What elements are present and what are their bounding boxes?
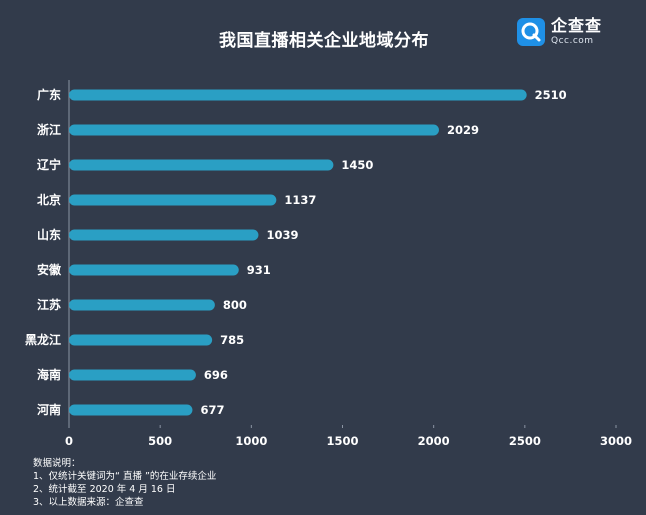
bar-6 <box>69 264 239 276</box>
category-label-4: 北京 <box>37 192 61 207</box>
logo-name-en: Qcc.com <box>551 36 594 46</box>
x-tick-label-7: 3000 <box>600 434 632 448</box>
bar-2 <box>69 124 439 136</box>
bar-9 <box>69 369 196 381</box>
category-label-3: 辽宁 <box>37 157 61 172</box>
bar-4 <box>69 194 277 206</box>
bar-1 <box>69 89 527 101</box>
bar-7 <box>69 299 215 311</box>
category-label-9: 海南 <box>37 367 61 382</box>
note-item-1: 1、仅统计关键词为“ 直播 ”的在业存续企业 <box>33 471 217 482</box>
bar-8 <box>69 334 213 346</box>
logo-text: 企查查 Qcc.com <box>551 18 602 46</box>
category-label-6: 安徽 <box>37 262 62 277</box>
value-label-7: 800 <box>223 298 247 312</box>
data-notes: 数据说明： 1、仅统计关键词为“ 直播 ”的在业存续企业 2、统计截至 2020… <box>33 457 216 509</box>
logo-name-cn: 企查查 <box>551 16 603 35</box>
bar-10 <box>69 404 193 416</box>
value-label-9: 696 <box>204 368 228 382</box>
value-label-10: 677 <box>200 403 224 417</box>
category-label-10: 河南 <box>36 402 61 417</box>
category-label-2: 浙江 <box>37 122 61 137</box>
category-label-1: 广东 <box>37 87 61 102</box>
qcc-logo-icon <box>517 18 545 46</box>
notes-heading: 数据说明： <box>33 458 81 469</box>
category-label-8: 黑龙江 <box>25 332 61 347</box>
value-label-4: 1137 <box>284 193 316 207</box>
x-tick-label-3: 1000 <box>235 434 267 448</box>
x-tick-label-2: 500 <box>148 434 172 448</box>
category-label-5: 山东 <box>37 227 61 242</box>
x-tick-label-1: 0 <box>65 434 73 448</box>
value-label-1: 2510 <box>535 88 567 102</box>
value-label-8: 785 <box>220 333 244 347</box>
x-tick-label-5: 2000 <box>418 434 450 448</box>
note-item-3: 3、以上数据来源：企查查 <box>33 497 144 508</box>
bar-3 <box>69 159 334 171</box>
value-label-2: 2029 <box>447 123 479 137</box>
x-tick-label-4: 1500 <box>326 434 358 448</box>
x-tick-label-6: 2500 <box>509 434 541 448</box>
chart-title: 我国直播相关企业地域分布 <box>219 31 429 51</box>
note-item-2: 2、统计截至 2020 年 4 月 16 日 <box>33 484 176 495</box>
category-label-7: 江苏 <box>37 297 61 312</box>
value-label-5: 1039 <box>266 228 298 242</box>
value-label-6: 931 <box>247 263 271 277</box>
bar-5 <box>69 229 259 241</box>
value-label-3: 1450 <box>341 158 373 172</box>
qcc-logo: 企查查 Qcc.com <box>517 18 602 46</box>
